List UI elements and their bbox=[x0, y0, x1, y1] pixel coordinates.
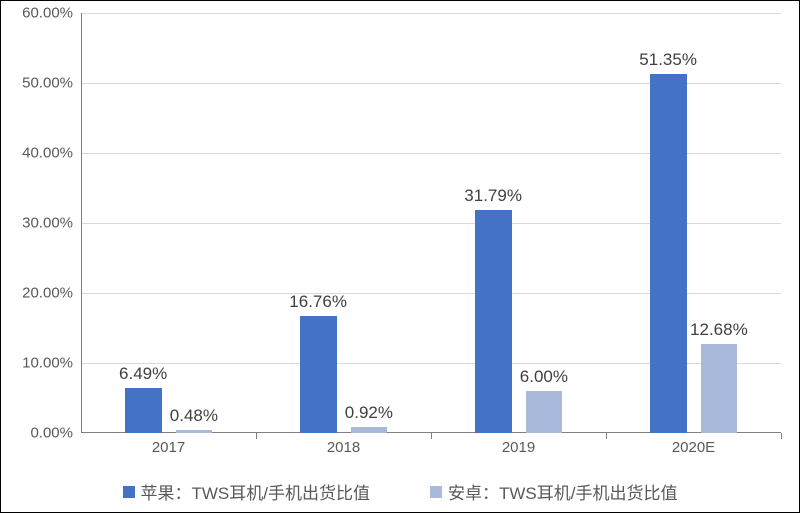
legend-swatch-icon bbox=[430, 486, 442, 498]
x-axis-tick-label: 2020E bbox=[672, 433, 715, 456]
legend-swatch-icon bbox=[123, 486, 135, 498]
chart-gridline bbox=[81, 13, 781, 14]
x-axis-tick bbox=[431, 433, 432, 439]
y-axis-tick-label: 50.00% bbox=[22, 75, 81, 92]
chart-bar: 16.76% bbox=[300, 316, 337, 433]
x-axis-tick-label: 2018 bbox=[327, 433, 360, 456]
chart-bar-label: 6.49% bbox=[119, 364, 167, 388]
chart-bar: 6.00% bbox=[526, 391, 563, 433]
chart-bar: 12.68% bbox=[701, 344, 738, 433]
y-axis-tick-label: 30.00% bbox=[22, 215, 81, 232]
x-axis-tick bbox=[256, 433, 257, 439]
y-axis-line bbox=[81, 13, 82, 433]
chart-bar-label: 0.92% bbox=[345, 403, 393, 427]
legend-label: 苹果：TWS耳机/手机出货比值 bbox=[141, 479, 371, 504]
chart-bar-label: 31.79% bbox=[464, 186, 522, 210]
x-axis-tick bbox=[781, 433, 782, 439]
legend-item: 安卓：TWS耳机/手机出货比值 bbox=[430, 479, 678, 504]
y-axis-tick-label: 10.00% bbox=[22, 355, 81, 372]
y-axis-tick-label: 20.00% bbox=[22, 285, 81, 302]
legend-item: 苹果：TWS耳机/手机出货比值 bbox=[123, 479, 371, 504]
x-axis-tick-label: 2019 bbox=[502, 433, 535, 456]
chart-bar-label: 6.00% bbox=[520, 367, 568, 391]
chart-bar-label: 51.35% bbox=[639, 50, 697, 74]
legend-label: 安卓：TWS耳机/手机出货比值 bbox=[448, 479, 678, 504]
chart-bar: 51.35% bbox=[650, 74, 687, 433]
chart-bar: 31.79% bbox=[475, 210, 512, 433]
x-axis-tick bbox=[606, 433, 607, 439]
y-axis-tick-label: 40.00% bbox=[22, 145, 81, 162]
x-axis-tick-label: 2017 bbox=[152, 433, 185, 456]
chart-legend: 苹果：TWS耳机/手机出货比值 安卓：TWS耳机/手机出货比值 bbox=[1, 479, 799, 504]
chart-bar-label: 16.76% bbox=[289, 292, 347, 316]
chart-frame: 0.00% 10.00% 20.00% 30.00% 40.00% 50.00% 60.00… bbox=[0, 0, 800, 513]
y-axis-tick-label: 0.00% bbox=[30, 425, 81, 442]
chart-bar: 6.49% bbox=[125, 388, 162, 433]
chart-plot-area: 0.00%10.00%20.00%30.00%40.00%50.00%60.00… bbox=[81, 13, 781, 433]
chart-bar-label: 12.68% bbox=[690, 320, 748, 344]
chart-bar-label: 0.48% bbox=[170, 406, 218, 430]
y-axis-tick-label: 60.00% bbox=[22, 5, 81, 22]
